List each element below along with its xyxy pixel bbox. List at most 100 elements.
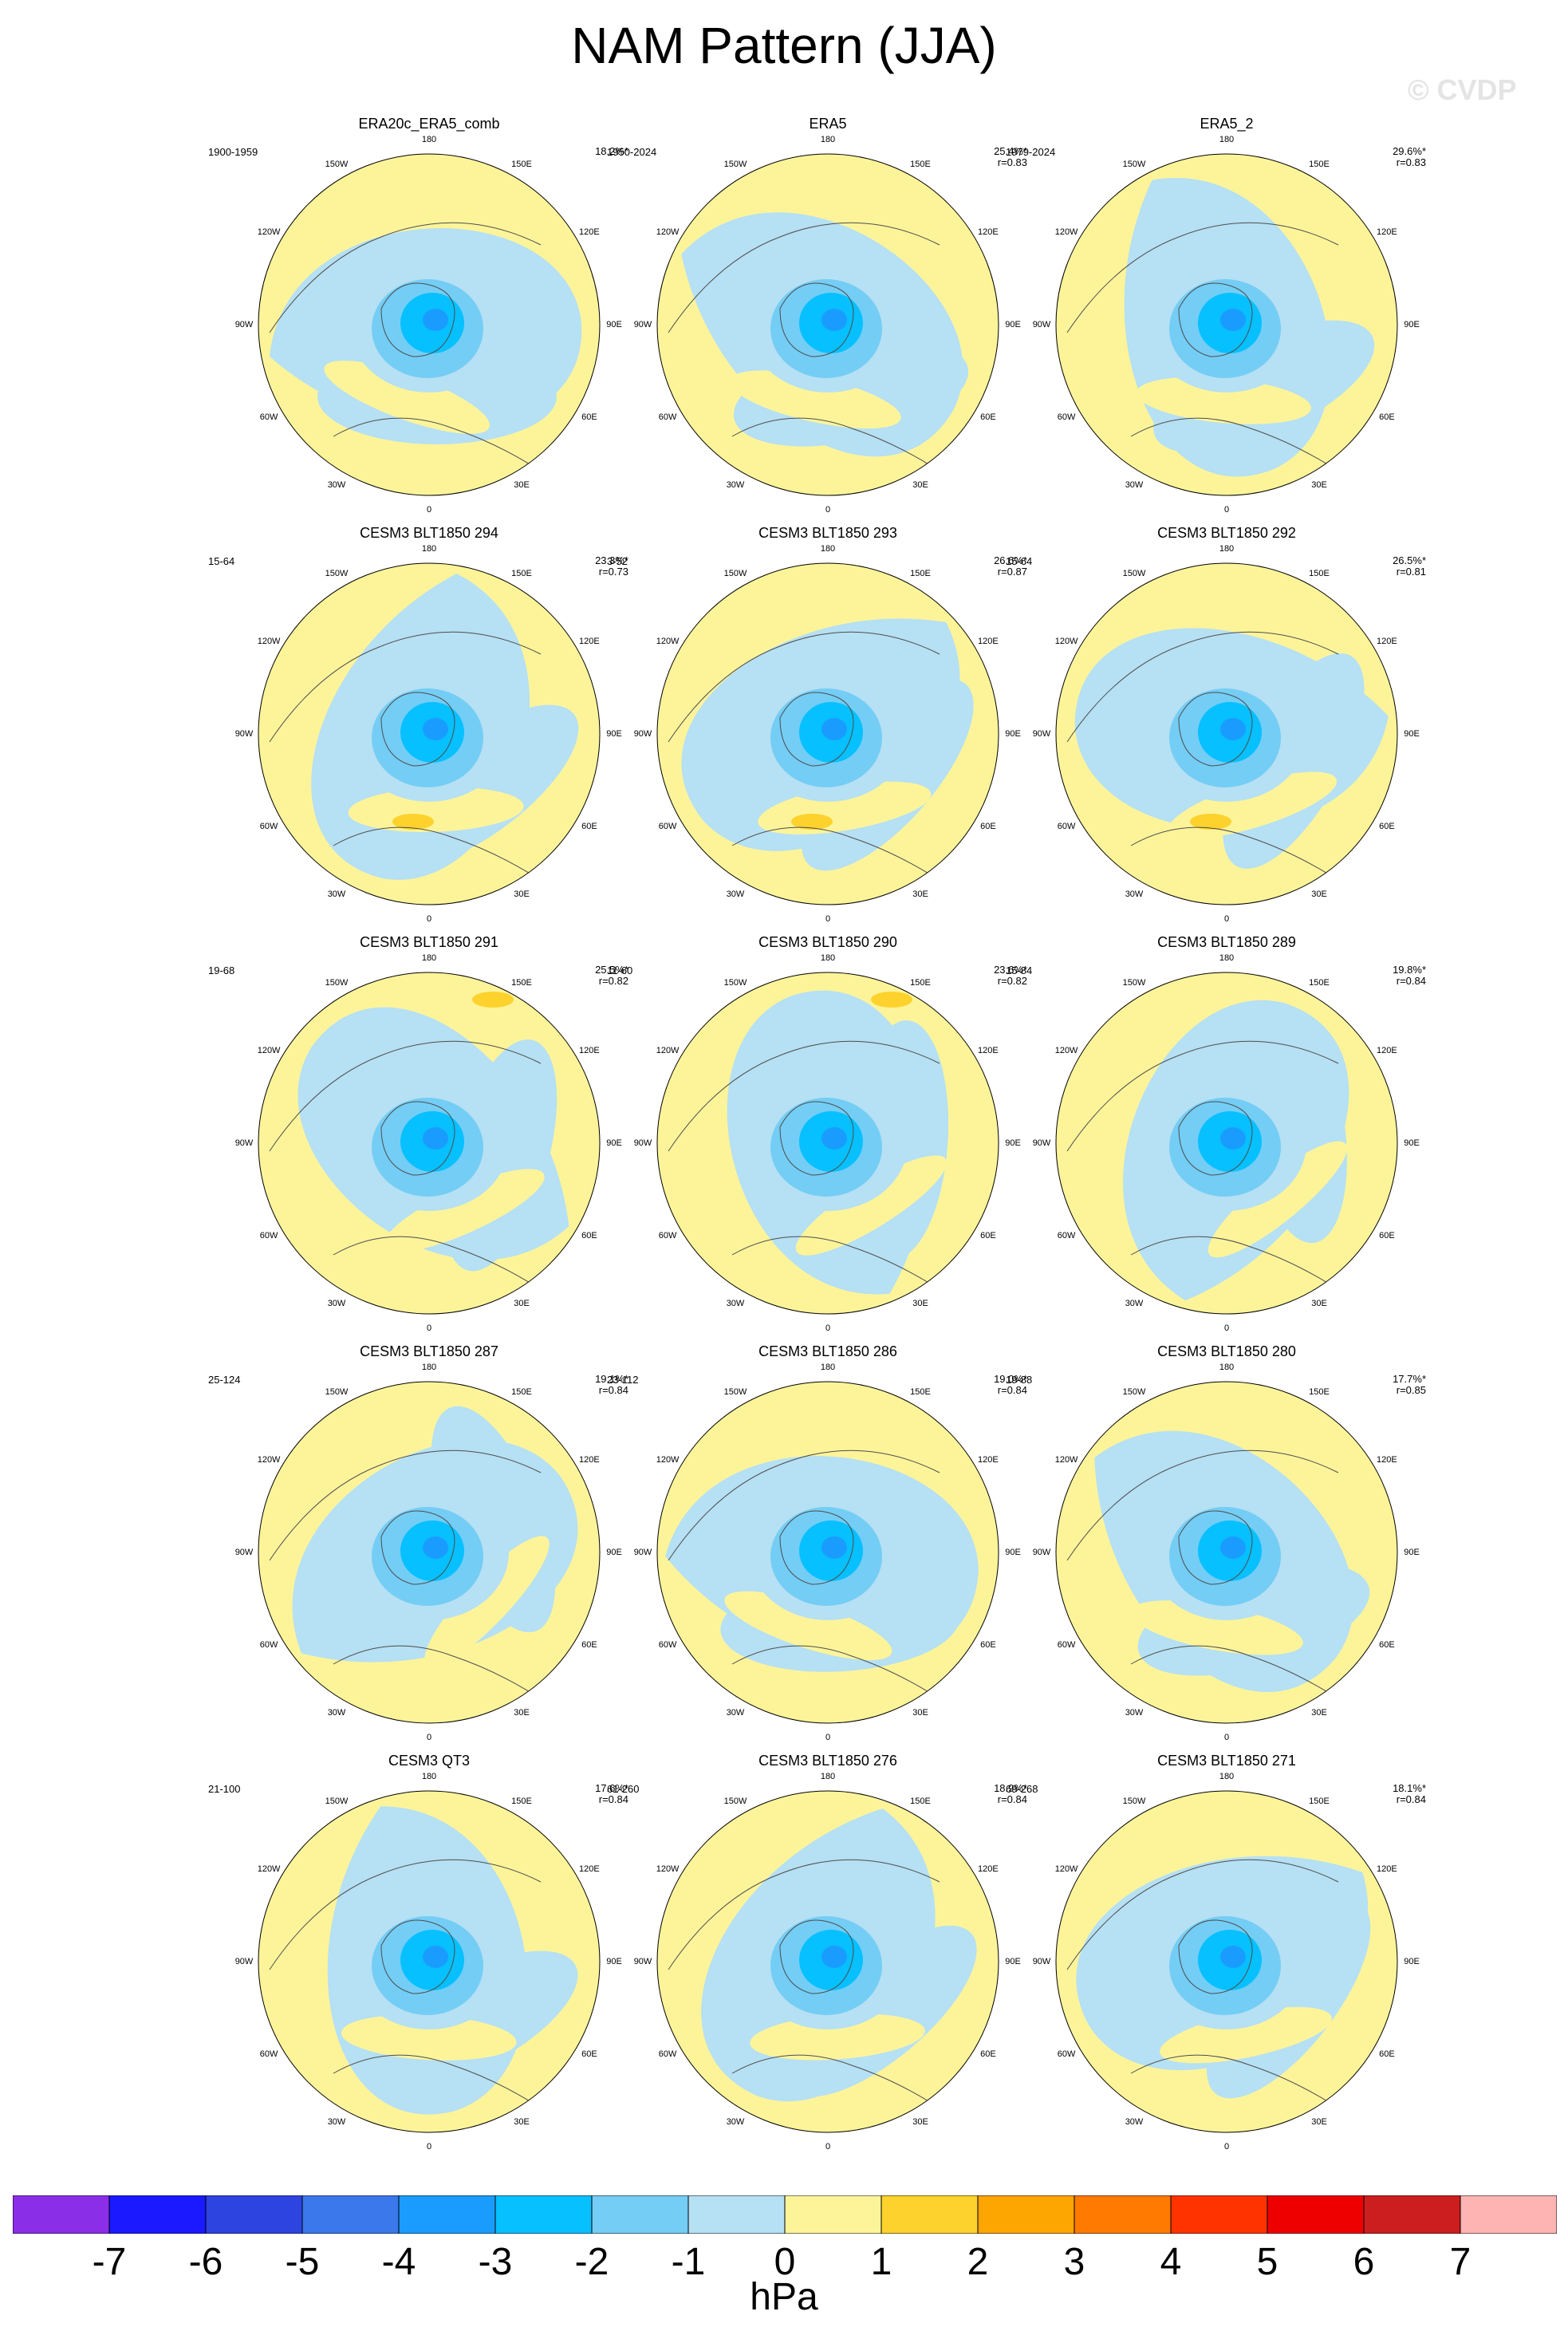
longitude-label: 60E xyxy=(980,1231,996,1240)
longitude-label: 120W xyxy=(656,1046,680,1055)
map-panel: ERA20c_ERA5_comb 1900-1959 18.2%* 180 150E 12… xyxy=(190,116,668,515)
polar-map xyxy=(656,1381,999,1724)
longitude-label: 90E xyxy=(1404,1138,1420,1148)
longitude-label: 0 xyxy=(426,1323,432,1333)
longitude-label: 120W xyxy=(656,1864,680,1874)
longitude-label: 30W xyxy=(327,889,346,899)
longitude-label: 30W xyxy=(1125,479,1144,490)
map-panel: CESM3 BLT1850 289 15-84 19.8%* r=0.84 180 15… xyxy=(987,934,1466,1333)
longitude-label: 150W xyxy=(325,160,349,170)
map-panel: CESM3 BLT1850 276 61-260 18.9%* r=0.84 180 1… xyxy=(589,1753,1067,2152)
longitude-label: 180 xyxy=(421,1363,437,1372)
panel-years: 19-88 xyxy=(1006,1374,1033,1386)
longitude-label: 180 xyxy=(820,953,836,963)
panel-title: CESM3 BLT1850 292 xyxy=(1157,525,1296,541)
colorbar-swatch xyxy=(591,2195,689,2234)
map-panel: ERA5_2 1979-2024 29.6%* r=0.83 180 150E 120E 9… xyxy=(987,116,1466,515)
longitude-label: 90W xyxy=(234,320,254,329)
panel-stats: 25.4%* r=0.83 xyxy=(994,145,1027,168)
longitude-label: 120W xyxy=(257,1046,281,1055)
longitude-label: 30E xyxy=(1311,1707,1327,1718)
longitude-label: 60E xyxy=(1379,412,1395,422)
longitude-label: 30E xyxy=(514,889,530,899)
colorbar-swatch xyxy=(1267,2195,1365,2234)
colorbar-swatch xyxy=(205,2195,303,2234)
colorbar-tick-label: 1 xyxy=(870,2241,892,2283)
longitude-label: 30W xyxy=(1125,889,1144,899)
panel-stats: 23.3%* r=0.73 xyxy=(595,554,628,578)
panel-years: 1900-1959 xyxy=(208,146,258,158)
panel-years: 1979-2024 xyxy=(1006,146,1056,158)
longitude-label: 180 xyxy=(421,1772,437,1781)
colorbar-swatch xyxy=(1074,2195,1172,2234)
longitude-label: 150E xyxy=(511,569,532,579)
colorbar-swatch xyxy=(1170,2195,1268,2234)
colorbar-swatch xyxy=(13,2195,110,2234)
colorbar-swatch xyxy=(784,2195,882,2234)
longitude-label: 30W xyxy=(1125,1298,1144,1308)
panel-title: CESM3 BLT1850 276 xyxy=(758,1753,897,1769)
colorbar-tick-label: 6 xyxy=(1353,2241,1375,2283)
longitude-label: 60W xyxy=(658,822,677,831)
panel-title: CESM3 BLT1850 291 xyxy=(360,934,498,950)
colorbar-tick-label: 2 xyxy=(967,2241,989,2283)
longitude-label: 90W xyxy=(633,1548,652,1557)
colorbar-swatch xyxy=(1363,2195,1461,2234)
longitude-label: 90E xyxy=(606,729,622,739)
colorbar-swatch xyxy=(1460,2195,1557,2234)
longitude-label: 150E xyxy=(511,1797,532,1807)
panel-title: CESM3 BLT1850 280 xyxy=(1157,1343,1296,1359)
longitude-label: 60E xyxy=(1379,1640,1395,1650)
longitude-label: 60W xyxy=(658,412,677,422)
colorbar-tick-label: -6 xyxy=(188,2241,223,2283)
longitude-label: 30E xyxy=(912,1298,928,1308)
panel-title: ERA5 xyxy=(809,116,847,132)
colorbar-tick-label: -1 xyxy=(671,2241,706,2283)
longitude-label: 150W xyxy=(723,1387,747,1398)
longitude-label: 60E xyxy=(1379,822,1395,831)
panel-years: 21-100 xyxy=(208,1783,241,1795)
longitude-label: 0 xyxy=(426,505,432,515)
longitude-label: 90W xyxy=(1032,1138,1051,1148)
longitude-label: 120E xyxy=(579,1046,600,1055)
longitude-label: 30E xyxy=(1311,479,1327,490)
longitude-label: 30W xyxy=(327,2116,346,2127)
longitude-label: 150E xyxy=(1309,978,1330,988)
longitude-label: 150E xyxy=(1309,1797,1330,1807)
longitude-label: 60W xyxy=(259,1640,278,1650)
longitude-label: 60W xyxy=(259,2049,278,2059)
polar-map xyxy=(1055,1790,1398,2133)
panel-stats: 19.1%* r=0.84 xyxy=(595,1373,628,1396)
panel-stats: 23.6%* r=0.82 xyxy=(994,964,1027,987)
longitude-label: 90E xyxy=(1005,1138,1021,1148)
longitude-label: 60E xyxy=(581,822,597,831)
longitude-label: 30E xyxy=(514,479,530,490)
longitude-label: 30W xyxy=(327,1707,346,1718)
longitude-label: 90E xyxy=(1005,729,1021,739)
colorbar-tick-label: 4 xyxy=(1160,2241,1182,2283)
colorbar-tick-label: -7 xyxy=(92,2241,127,2283)
colorbar-units: hPa xyxy=(750,2276,818,2318)
longitude-label: 120E xyxy=(978,1046,999,1055)
colorbar-swatch xyxy=(108,2195,207,2234)
polar-map xyxy=(1055,153,1398,496)
longitude-label: 120E xyxy=(579,227,600,237)
panel-years: 11-60 xyxy=(607,964,633,976)
longitude-label: 120W xyxy=(1054,1864,1078,1874)
longitude-label: 60W xyxy=(259,412,278,422)
longitude-label: 150E xyxy=(1309,1387,1330,1398)
longitude-label: 90E xyxy=(606,320,622,329)
panel-years: 1950-2024 xyxy=(607,146,657,158)
longitude-label: 60W xyxy=(1057,822,1076,831)
longitude-label: 30E xyxy=(514,1298,530,1308)
longitude-label: 30E xyxy=(514,2116,530,2127)
longitude-label: 90E xyxy=(606,1138,622,1148)
longitude-label: 90W xyxy=(1032,1548,1051,1557)
longitude-label: 60E xyxy=(1379,2049,1395,2059)
longitude-label: 150W xyxy=(1122,1797,1146,1807)
longitude-label: 90W xyxy=(633,1957,652,1966)
panel-title: ERA20c_ERA5_comb xyxy=(358,116,500,132)
longitude-label: 90E xyxy=(1005,320,1021,329)
map-panel: CESM3 BLT1850 292 15-64 26.5%* r=0.81 180 15… xyxy=(987,525,1466,924)
panel-title: CESM3 BLT1850 286 xyxy=(758,1343,897,1359)
